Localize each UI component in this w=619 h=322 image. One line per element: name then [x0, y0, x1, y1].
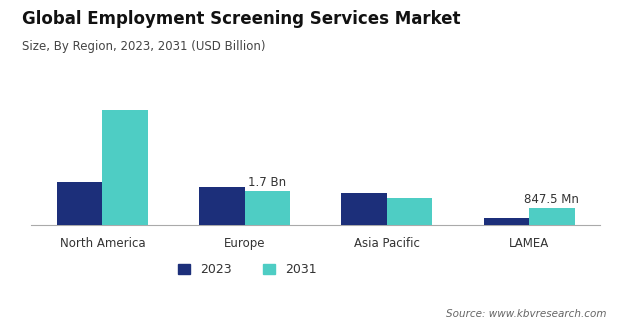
Text: Size, By Region, 2023, 2031 (USD Billion): Size, By Region, 2023, 2031 (USD Billion…	[22, 40, 265, 53]
Text: Source: www.kbvresearch.com: Source: www.kbvresearch.com	[446, 309, 607, 319]
Bar	[483, 218, 529, 225]
Bar	[57, 182, 102, 225]
Text: 1.7 Bn: 1.7 Bn	[248, 176, 287, 189]
Bar	[529, 208, 574, 225]
Bar	[102, 110, 148, 225]
Text: 847.5 Mn: 847.5 Mn	[524, 194, 579, 206]
Bar	[199, 187, 245, 225]
Text: Global Employment Screening Services Market: Global Employment Screening Services Mar…	[22, 10, 460, 28]
Legend: 2023, 2031: 2023, 2031	[173, 258, 322, 281]
Bar	[245, 192, 290, 225]
Bar	[387, 198, 432, 225]
Bar	[341, 194, 387, 225]
